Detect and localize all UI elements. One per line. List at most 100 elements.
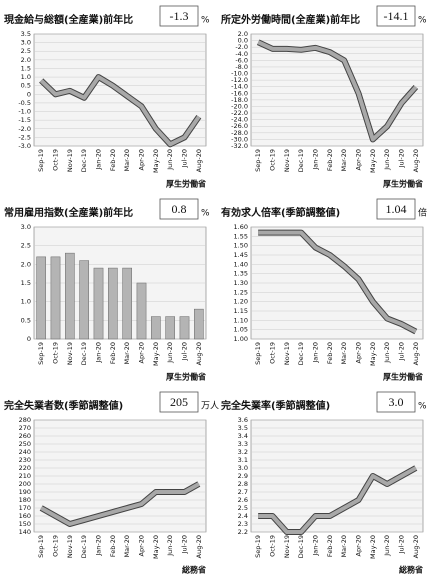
x-tick-label: Aug-20 [195, 342, 203, 365]
y-tick-label: -12.0 [231, 76, 248, 84]
y-tick-label: 250 [19, 440, 31, 448]
x-tick-label: Dec-19 [80, 149, 88, 172]
y-tick-label: 1.00 [234, 335, 248, 343]
x-tick-label: Jun-20 [166, 535, 174, 557]
x-tick-label: Feb-20 [109, 149, 117, 171]
y-tick-label: -14.0 [231, 83, 248, 91]
bar [165, 316, 176, 340]
chart-title: 完全失業者数(季節調整値) [4, 399, 123, 412]
x-tick-label: Aug-20 [195, 149, 203, 172]
y-tick-label: 280 [19, 416, 31, 424]
headline-value: 205 [170, 395, 188, 409]
x-tick-label: Nov-19 [66, 342, 74, 365]
y-tick-label: -6.0 [235, 56, 248, 64]
x-tick-label: Dec-19 [80, 535, 88, 558]
x-tick-label: Jan-20 [95, 149, 103, 171]
x-tick-label: Jun-20 [383, 535, 391, 557]
y-tick-label: 3.0 [21, 39, 31, 47]
headline-box [159, 5, 199, 27]
y-tick-label: 2.7 [238, 488, 248, 496]
x-tick-label: Aug-20 [412, 149, 420, 172]
y-tick-label: 1.10 [234, 316, 248, 324]
y-tick-label: 1.40 [234, 260, 248, 268]
x-tick-label: Mar-20 [340, 342, 348, 364]
x-tick-label: May-20 [369, 342, 377, 366]
x-tick-label: May-20 [152, 535, 160, 559]
y-tick-label: 0 [27, 90, 31, 98]
y-tick-label: -3.0 [18, 142, 31, 150]
bar [122, 267, 133, 340]
headline-value: -14.1 [384, 9, 409, 23]
headline-value: 1.04 [386, 202, 407, 216]
headline-unit: % [201, 16, 210, 26]
x-tick-label: Mar-20 [123, 535, 131, 557]
bar [179, 316, 190, 340]
bar [107, 267, 118, 340]
chart-title: 所定外労働時間(全産業)前年比 [221, 13, 360, 26]
y-tick-label: 3.0 [21, 223, 31, 231]
y-tick-label: 3.2 [238, 448, 248, 456]
y-tick-label: 210 [19, 472, 31, 480]
y-tick-label: 150 [19, 520, 31, 528]
y-tick-label: 2.0 [21, 260, 31, 268]
y-tick-label: -0.5 [18, 99, 31, 107]
line [40, 482, 200, 526]
y-tick-label: 2.0 [21, 56, 31, 64]
x-tick-label: Feb-20 [109, 342, 117, 364]
bar [193, 308, 204, 340]
y-tick-label: 1.5 [21, 64, 31, 72]
headline-unit: 万人 [201, 401, 219, 412]
chart-panel: 現金給与総額(全産業)前年比 -1.3 % 3.53.02.52.01.51.00.5… [4, 5, 210, 189]
y-tick-label: 260 [19, 432, 31, 440]
y-tick-label: 1.55 [234, 232, 248, 240]
x-tick-label: May-20 [152, 149, 160, 173]
y-tick-label: 1.20 [234, 298, 248, 306]
x-tick-label: Nov-19 [66, 535, 74, 558]
x-tick-label: Jul-20 [398, 535, 406, 554]
y-tick-label: 2.4 [238, 512, 248, 520]
y-tick-label: 1.35 [234, 270, 248, 278]
x-tick-label: Apr-20 [138, 149, 146, 170]
y-tick-label: -10.0 [231, 70, 248, 78]
headline-value: 3.0 [389, 395, 404, 409]
x-tick-label: Oct-19 [269, 342, 277, 364]
y-tick-label: 2.2 [238, 528, 248, 536]
headline-value: -1.3 [170, 9, 189, 23]
bar [150, 316, 161, 340]
bar [50, 256, 61, 340]
headline-value: 0.8 [172, 202, 187, 216]
y-tick-label: 3.1 [238, 456, 248, 464]
x-tick-label: Apr-20 [138, 535, 146, 556]
x-tick-label: May-20 [369, 535, 377, 559]
y-tick-label: 0.5 [21, 82, 31, 90]
x-tick-label: Jan-20 [95, 535, 103, 557]
x-tick-label: Mar-20 [123, 149, 131, 171]
y-tick-label: 2.9 [238, 472, 248, 480]
y-tick-label: -26.0 [231, 122, 248, 130]
source-label: 総務省 [399, 565, 423, 575]
x-tick-label: Jun-20 [383, 149, 391, 171]
chart-title: 有効求人倍率(季節調整値) [221, 206, 340, 219]
y-tick-label: -2.5 [18, 133, 31, 141]
x-tick-label: Sep-19 [37, 149, 45, 172]
x-tick-label: Oct-19 [52, 535, 60, 557]
y-tick-label: -28.0 [231, 129, 248, 137]
y-tick-label: -1.5 [18, 116, 31, 124]
x-tick-label: Sep-19 [254, 342, 262, 365]
y-tick-label: 2.3 [238, 520, 248, 528]
x-tick-label: May-20 [369, 149, 377, 173]
x-tick-label: Jan-20 [312, 342, 320, 364]
x-tick-label: Jun-20 [383, 342, 391, 364]
bar [93, 267, 104, 340]
y-tick-label: 160 [19, 512, 31, 520]
x-tick-label: Feb-20 [109, 535, 117, 557]
y-tick-label: 2.5 [21, 242, 31, 250]
y-tick-label: 3.0 [238, 464, 248, 472]
x-tick-label: Jul-20 [181, 149, 189, 168]
y-tick-label: 3.3 [238, 440, 248, 448]
plot-area [250, 33, 424, 147]
x-tick-label: Oct-19 [52, 149, 60, 171]
x-tick-label: Aug-20 [412, 535, 420, 558]
bar [79, 260, 90, 340]
y-tick-label: 1.60 [234, 223, 248, 231]
